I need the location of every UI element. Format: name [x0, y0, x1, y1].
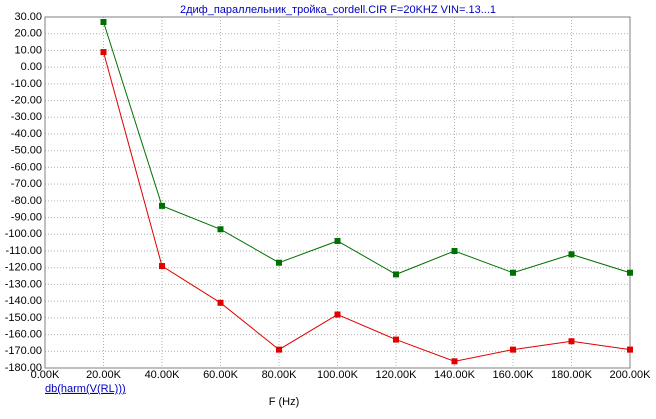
x-tick-label: 20.00K: [86, 369, 122, 381]
y-tick-label: -150.00: [5, 312, 42, 324]
data-point: [451, 358, 458, 365]
x-tick-label: 0.00K: [31, 369, 60, 381]
y-tick-label: -160.00: [5, 328, 42, 340]
data-point: [276, 259, 282, 266]
x-tick-label: 120.00K: [376, 369, 418, 381]
y-tick-label: 0.00: [21, 61, 42, 73]
y-axis-label: db(harm(V(RL))): [45, 383, 126, 395]
plot-frame: [44, 16, 631, 369]
x-tick-label: 180.00K: [551, 369, 593, 381]
y-tick-label: -60.00: [11, 161, 42, 173]
y-tick-label: -80.00: [11, 195, 42, 207]
data-point: [217, 226, 224, 233]
data-point: [100, 49, 107, 56]
data-point: [568, 251, 575, 258]
y-tick-label: -140.00: [5, 295, 42, 307]
x-tick-label: 100.00K: [317, 369, 359, 381]
y-tick-label: -100.00: [5, 228, 42, 240]
series-line: [103, 51, 631, 362]
y-tick-label: -20.00: [11, 94, 42, 106]
data-point: [159, 202, 165, 209]
x-tick-label: 140.00K: [434, 369, 476, 381]
series-line: [103, 21, 631, 275]
data-point: [276, 346, 282, 353]
x-tick-label: 80.00K: [262, 369, 298, 381]
x-tick-label: 40.00K: [145, 369, 181, 381]
y-tick-label: -180.00: [5, 362, 42, 374]
y-tick-label: -110.00: [6, 245, 43, 257]
x-axis-label: F (Hz): [269, 396, 300, 408]
y-tick-label: -170.00: [5, 345, 42, 357]
y-tick-label: -70.00: [11, 178, 42, 190]
y-tick-label: -40.00: [11, 128, 42, 140]
data-point: [568, 338, 575, 345]
data-point: [510, 269, 516, 276]
y-tick-label: 30.00: [14, 11, 42, 23]
y-tick-label: -130.00: [5, 278, 42, 290]
y-tick-label: -30.00: [11, 111, 42, 123]
chart-title: 2диф_параллельник_тройка_cordell.CIR F=2…: [180, 4, 496, 16]
data-point: [334, 311, 341, 318]
y-tick-label: -50.00: [11, 145, 42, 157]
data-point: [393, 336, 399, 343]
y-tick-label: 20.00: [14, 28, 42, 40]
x-tick-label: 200.00K: [610, 369, 652, 381]
y-tick-label: -90.00: [11, 211, 42, 223]
data-point: [510, 346, 516, 353]
data-point: [334, 237, 341, 244]
y-tick-label: -10.00: [11, 78, 42, 90]
x-tick-label: 60.00K: [203, 369, 239, 381]
data-point: [100, 19, 107, 26]
data-point: [159, 263, 165, 270]
data-point: [393, 271, 399, 278]
data-point: [627, 269, 633, 276]
data-point: [627, 346, 633, 353]
data-point: [217, 299, 224, 306]
y-tick-label: 10.00: [14, 44, 42, 56]
x-tick-label: 160.00K: [493, 369, 535, 381]
data-point: [451, 248, 458, 254]
y-tick-label: -120.00: [5, 262, 42, 274]
